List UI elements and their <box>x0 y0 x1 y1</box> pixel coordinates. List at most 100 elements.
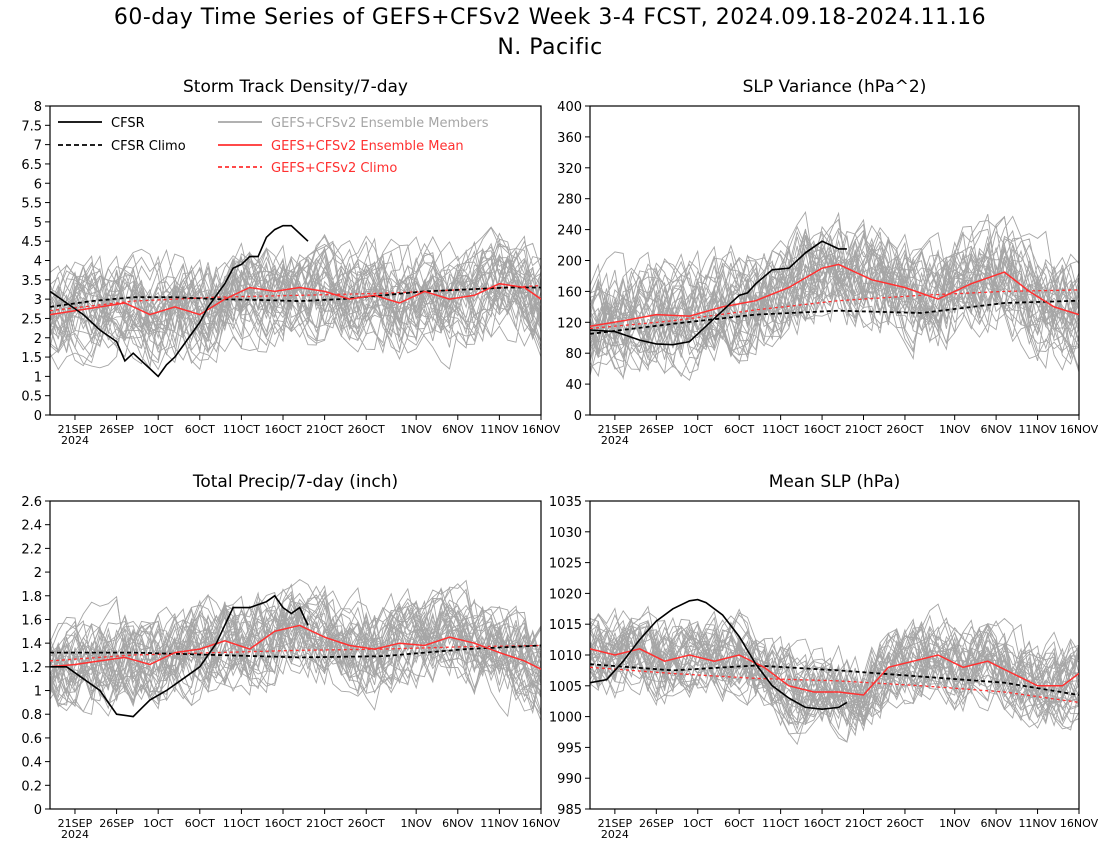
legend: CFSR CFSR Climo GEFS+CFSv2 Ensemble Member… <box>58 116 489 176</box>
x-tick-label: 1NOV <box>939 423 971 436</box>
x-tick-label: 11OCT <box>223 817 260 830</box>
ensemble-member-line <box>590 210 1079 378</box>
x-tick-label: 1NOV <box>401 817 433 830</box>
x-tick-label: 26OCT <box>348 817 385 830</box>
chart-title: Storm Track Density/7-day <box>183 77 408 97</box>
y-tick-label: 985 <box>557 803 582 818</box>
ensemble-member-line <box>50 591 541 695</box>
y-tick-label: 1 <box>34 370 42 385</box>
ensemble-mean-line <box>50 624 541 670</box>
ensemble-member-line <box>50 240 541 369</box>
x-tick-label: 6NOV <box>442 423 474 436</box>
y-tick-label: 6.5 <box>21 158 42 173</box>
x-tick-label: 11NOV <box>1018 817 1057 830</box>
y-tick-label: 0 <box>34 409 42 424</box>
x-tick-label: 6OCT <box>724 423 754 436</box>
y-tick-label: 200 <box>557 255 582 270</box>
x-tick-label: 11NOV <box>480 817 519 830</box>
x-tick-label: 6NOV <box>981 817 1013 830</box>
y-tick-label: 2.4 <box>21 519 42 534</box>
y-tick-label: 1035 <box>549 495 582 510</box>
x-year-label: 2024 <box>601 434 629 447</box>
y-tick-label: 4 <box>34 255 42 270</box>
x-tick-label: 16NOV <box>1060 423 1099 436</box>
x-tick-label: 21SEP <box>58 423 93 436</box>
y-tick-label: 160 <box>557 285 582 300</box>
x-tick-label: 26SEP <box>639 423 674 436</box>
y-tick-label: 400 <box>557 100 582 115</box>
legend-gefs-climo-label: GEFS+CFSv2 Climo <box>271 161 397 176</box>
x-year-label: 2024 <box>601 828 629 841</box>
y-tick-label: 2.2 <box>21 542 42 557</box>
ensemble-member-line <box>590 246 1079 365</box>
ensemble-member-line <box>50 588 541 690</box>
chart-title: Total Precip/7-day (inch) <box>192 472 398 492</box>
x-tick-label: 21OCT <box>845 817 882 830</box>
ensemble-mean-line <box>590 263 1079 327</box>
ensemble-members <box>590 603 1079 746</box>
y-tick-label: 1020 <box>549 587 582 602</box>
x-tick-label: 1OCT <box>683 423 713 436</box>
x-tick-label: 21OCT <box>306 423 343 436</box>
y-tick-label: 7.5 <box>21 119 42 134</box>
ensemble-member-line <box>590 246 1079 373</box>
gefs-climo-line <box>590 666 1079 704</box>
y-tick-label: 240 <box>557 224 582 239</box>
gefs-climo-line <box>50 284 541 312</box>
x-tick-label: 6OCT <box>724 817 754 830</box>
x-tick-label: 1OCT <box>143 423 173 436</box>
chart-panel-4: Mean SLP (hPa) 985 990 995 1000 1005 1010 1015 1… <box>549 472 1099 841</box>
ensemble-member-line <box>50 247 541 354</box>
ensemble-member-line <box>50 240 541 361</box>
series-group <box>590 240 1079 346</box>
chart-panel-3: Total Precip/7-day (inch)00.20.40.60.811… <box>21 472 560 841</box>
legend-members-label: GEFS+CFSv2 Ensemble Members <box>271 116 489 131</box>
x-tick-label: 26SEP <box>99 423 134 436</box>
cfsr-climo-line <box>50 644 541 659</box>
y-tick-label: 1015 <box>549 618 582 633</box>
y-tick-label: 7 <box>34 139 42 154</box>
y-tick-label: 1030 <box>549 526 582 541</box>
cfsr-line <box>50 224 309 378</box>
page-subtitle-region: N. Pacific <box>497 35 603 60</box>
ensemble-member-line <box>50 598 541 702</box>
x-tick-label: 11OCT <box>762 423 799 436</box>
y-tick-label: 995 <box>557 741 582 756</box>
y-tick-label: 40 <box>565 378 582 393</box>
y-tick-label: 2 <box>34 566 42 581</box>
x-tick-label: 26SEP <box>99 817 134 830</box>
ensemble-member-line <box>590 625 1079 726</box>
x-tick-label: 21OCT <box>845 423 882 436</box>
x-tick-label: 16OCT <box>264 817 301 830</box>
ensemble-member-line <box>590 616 1079 720</box>
chart-panel-1: Storm Track Density/7-day 0 0.5 1 1.5 2 2.5 3 3.… <box>21 77 560 447</box>
x-tick-label: 6NOV <box>981 423 1013 436</box>
y-tick-label: 990 <box>557 772 582 787</box>
x-tick-label: 6OCT <box>185 423 215 436</box>
ensemble-mean-line <box>50 282 541 316</box>
ensemble-member-line <box>590 621 1079 735</box>
ensemble-member-line <box>590 612 1079 724</box>
y-tick-label: 1000 <box>549 711 582 726</box>
ensemble-member-line <box>590 613 1079 722</box>
x-tick-label: 16OCT <box>264 423 301 436</box>
ensemble-member-line <box>50 583 541 716</box>
y-tick-label: 0.6 <box>21 732 42 747</box>
y-tick-label: 80 <box>565 347 582 362</box>
ensemble-member-line <box>50 235 541 351</box>
y-tick-label: 8 <box>34 100 42 115</box>
ensemble-member-line <box>590 617 1079 732</box>
y-tick-label: 0 <box>34 803 42 818</box>
y-tick-label: 3 <box>34 293 42 308</box>
gefs-climo-line <box>50 644 541 662</box>
x-tick-label: 16OCT <box>804 423 841 436</box>
x-tick-label: 26OCT <box>348 423 385 436</box>
y-tick-label: 1010 <box>549 649 582 664</box>
x-tick-label: 11OCT <box>762 817 799 830</box>
series-group <box>50 594 541 718</box>
y-tick-label: 2.5 <box>21 312 42 327</box>
chart-panel-2: SLP Variance (hPa^2) 0 40 80 120 160 200 240 280… <box>557 77 1098 447</box>
ensemble-member-line <box>50 605 541 705</box>
ensemble-member-line <box>590 237 1079 360</box>
